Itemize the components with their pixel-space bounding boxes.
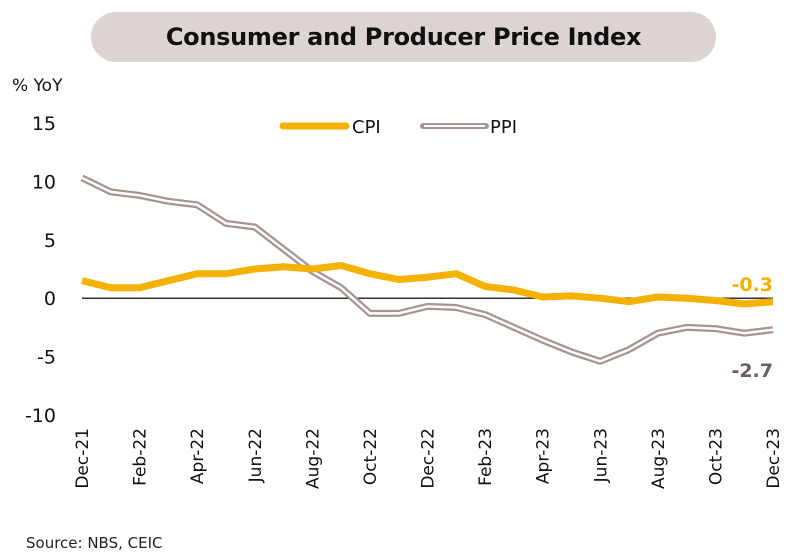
ppi-line-outer: [80, 174, 774, 365]
y-tick-label--5: -5: [37, 347, 56, 369]
cpi-end-label: -0.3: [731, 274, 773, 296]
x-tick-label-jun-23: Jun-23: [591, 428, 611, 483]
y-axis-unit-label: % YoY: [12, 76, 63, 96]
source-note: Source: NBS, CEIC: [26, 534, 163, 552]
ppi-line-inner: [81, 176, 774, 363]
end-labels: -0.3 -2.7: [731, 274, 773, 382]
x-tick-label-apr-23: Apr-23: [534, 428, 554, 484]
y-tick-label-0: 0: [44, 288, 56, 310]
y-tick-label-5: 5: [44, 230, 56, 252]
chart-title: Consumer and Producer Price Index: [165, 23, 642, 51]
x-tick-label-jun-22: Jun-22: [246, 428, 266, 483]
x-tick-label-oct-22: Oct-22: [361, 428, 381, 485]
chart-title-banner: Consumer and Producer Price Index: [91, 12, 716, 62]
y-tick-label--10: -10: [25, 405, 56, 427]
series-cpi: [81, 262, 774, 308]
legend-ppi-label: PPI: [490, 117, 517, 138]
x-tick-label-dec-23: Dec-23: [764, 428, 784, 489]
x-axis: Dec-21 Feb-22 Apr-22 Jun-22 Aug-22 Oct-22 Dec-…: [73, 428, 784, 489]
x-tick-label-aug-22: Aug-22: [303, 428, 323, 489]
x-tick-label-dec-22: Dec-22: [419, 428, 439, 489]
cpi-line: [81, 262, 774, 308]
x-tick-label-dec-21: Dec-21: [73, 428, 93, 489]
series-ppi: [80, 174, 774, 365]
x-tick-label-oct-23: Oct-23: [706, 428, 726, 485]
x-tick-label-apr-22: Apr-22: [188, 428, 208, 484]
y-axis: 15 10 5 0 -5 -10: [25, 113, 56, 427]
legend-cpi-label: CPI: [352, 117, 381, 138]
ppi-end-label: -2.7: [731, 360, 773, 382]
x-tick-label-feb-22: Feb-22: [131, 428, 151, 486]
legend: CPI PPI: [279, 117, 517, 138]
x-tick-label-feb-23: Feb-23: [476, 428, 496, 486]
x-tick-label-aug-23: Aug-23: [649, 428, 669, 489]
y-tick-label-10: 10: [32, 171, 56, 193]
y-tick-label-15: 15: [32, 113, 56, 135]
